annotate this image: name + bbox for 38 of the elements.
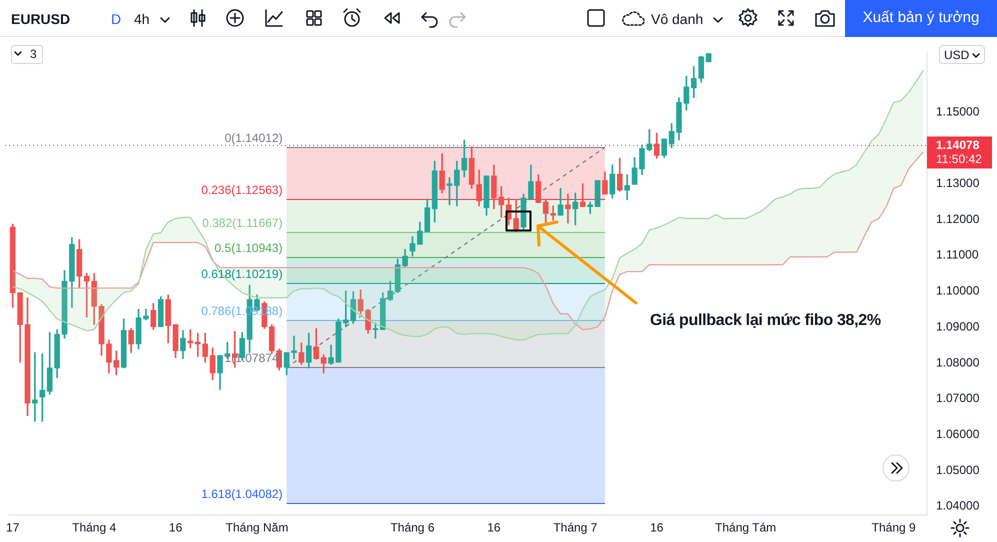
annotation: Giá pullback lại mức fibo 38,2% [650, 312, 881, 329]
x-tick-label: Tháng Tám [715, 520, 776, 535]
y-tick-label: 1.06000 [936, 427, 980, 441]
x-tick-label: Tháng 6 [390, 520, 435, 535]
x-tick-label: 16 [168, 520, 183, 535]
button: 3 [11, 45, 43, 64]
ref-line-label: 1.618(1.04082) [201, 486, 283, 501]
y-tick-label: 1.13000 [936, 176, 980, 190]
y-tick-label: 1.11000 [936, 248, 979, 262]
button: Xuất bản ý tưởng [845, 0, 997, 37]
ref-line-label: 0.5(1.10943) [214, 240, 283, 255]
ref-line-label: 1.14078 [936, 138, 980, 152]
button: USD [939, 45, 985, 64]
chart-title: EURUSD [11, 11, 70, 27]
y-tick-label: 1.05000 [936, 462, 980, 477]
y-tick-label: 1.12000 [936, 212, 980, 226]
text: D [111, 11, 122, 27]
y-tick-label: 1.04000 [936, 498, 980, 513]
ref-line-label: 0.618(1.10219) [201, 266, 283, 281]
y-tick-label: 1.15000 [936, 104, 980, 118]
x-tick-label: 16 [487, 520, 501, 535]
text: 4h [134, 11, 150, 27]
x-tick-label: 16 [650, 520, 664, 535]
x-tick-label: Tháng 4 [72, 520, 116, 535]
x-tick-label: 17 [6, 520, 20, 535]
ref-line-label: 0(1.14012) [224, 130, 283, 145]
x-tick-label: Tháng Năm [226, 520, 288, 535]
y-tick-label: 1.10000 [936, 284, 980, 298]
ref-line-label: 0.382(1.11667) [202, 216, 283, 230]
y-tick-label: 1.09000 [936, 319, 980, 334]
text: 11:50:42 [936, 152, 982, 166]
y-tick-label: 1.08000 [936, 355, 980, 370]
x-tick-label: Tháng 9 [872, 520, 916, 535]
x-tick-label: Tháng 7 [553, 520, 598, 535]
text: Vô danh [651, 11, 704, 27]
ref-line-label: 0.236(1.12563) [201, 182, 283, 197]
y-tick-label: 1.07000 [936, 391, 980, 406]
annotation: 3 [30, 46, 37, 62]
